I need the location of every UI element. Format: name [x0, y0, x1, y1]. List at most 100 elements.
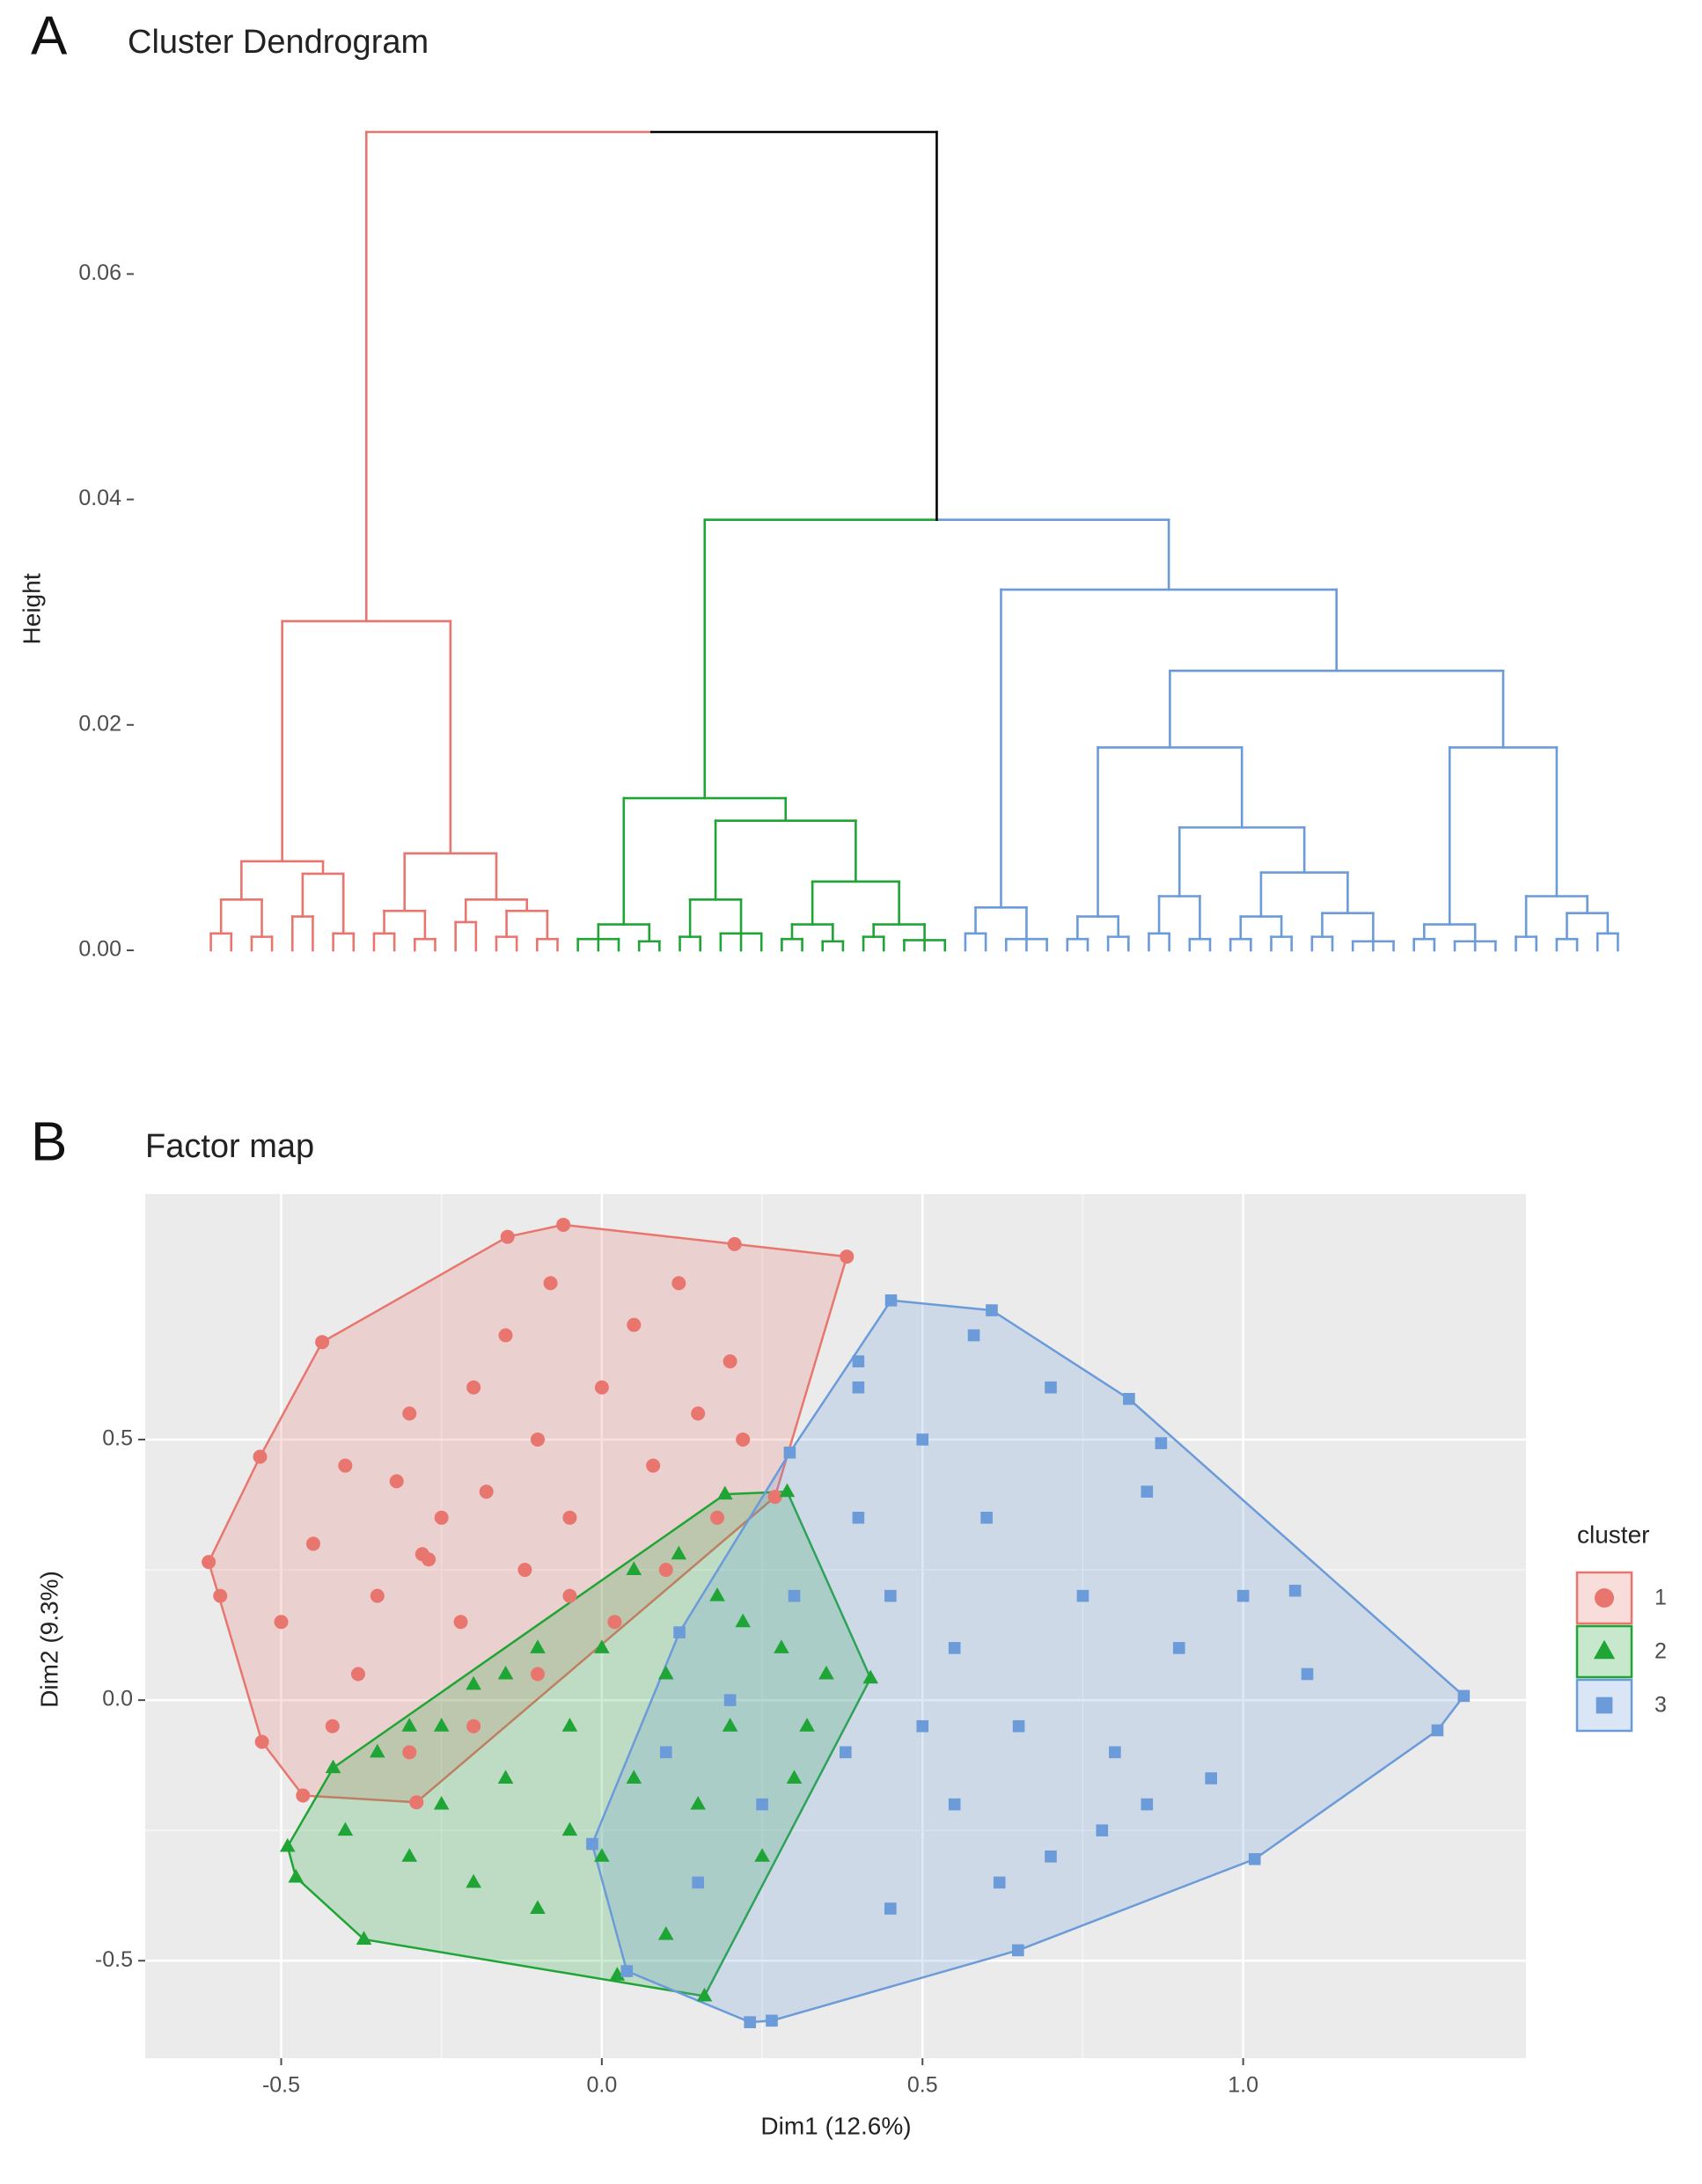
panel-label: B	[31, 1111, 67, 1172]
point	[402, 1745, 417, 1760]
point	[657, 1926, 674, 1940]
point	[402, 1406, 417, 1421]
point	[980, 1512, 993, 1524]
point	[723, 1354, 737, 1369]
point	[916, 1433, 929, 1446]
point	[1457, 1689, 1471, 1703]
panel-label: A	[31, 5, 68, 66]
point	[788, 1589, 801, 1602]
point	[1012, 1944, 1024, 1957]
legend-key	[1575, 1624, 1633, 1679]
point	[202, 1555, 216, 1570]
point	[530, 1900, 546, 1915]
point	[783, 1446, 796, 1459]
point	[626, 1561, 642, 1576]
point	[466, 1675, 481, 1690]
y-axis-title: Height	[18, 573, 45, 644]
point	[409, 1795, 424, 1810]
point	[466, 1380, 481, 1395]
point	[253, 1449, 268, 1464]
point	[530, 1639, 546, 1653]
point	[422, 1552, 437, 1567]
point	[986, 1304, 998, 1316]
point	[723, 1694, 737, 1706]
point	[840, 1250, 855, 1264]
point	[862, 1669, 879, 1684]
point	[967, 1329, 980, 1342]
legend-title: cluster	[1577, 1521, 1649, 1548]
x-tick-label: 0.0	[586, 2073, 617, 2098]
point	[852, 1512, 865, 1524]
point	[288, 1868, 304, 1883]
point	[659, 1746, 672, 1759]
point	[453, 1615, 468, 1630]
point	[530, 1667, 545, 1682]
point	[735, 1613, 751, 1628]
point	[722, 1718, 738, 1732]
point	[479, 1484, 494, 1499]
point	[1109, 1746, 1121, 1759]
point	[337, 1821, 354, 1836]
plot-background	[145, 1194, 1526, 2058]
point	[852, 1355, 865, 1367]
point	[594, 1380, 609, 1395]
point	[766, 2014, 778, 2027]
point	[517, 1563, 532, 1578]
x-axis-title: Dim1 (12.6%)	[760, 2112, 911, 2139]
point	[673, 1626, 686, 1638]
point	[916, 1719, 929, 1733]
point	[709, 1587, 725, 1601]
point	[497, 1770, 514, 1784]
point	[696, 1987, 713, 2002]
point	[561, 1718, 578, 1732]
point	[543, 1276, 558, 1291]
point	[779, 1483, 796, 1498]
point	[620, 1965, 634, 1977]
chart-title: Factor map	[145, 1128, 314, 1165]
point	[818, 1665, 834, 1680]
point	[279, 1837, 296, 1852]
point	[1045, 1381, 1057, 1394]
point	[556, 1217, 571, 1232]
point	[401, 1848, 418, 1862]
x-tick-label: -0.5	[262, 2073, 300, 2098]
point	[433, 1718, 450, 1732]
point	[1076, 1589, 1089, 1602]
point	[562, 1510, 577, 1525]
point	[274, 1615, 289, 1630]
y-tick-label: 0.0	[102, 1687, 133, 1711]
legend-symbol	[1593, 1639, 1616, 1660]
point	[1288, 1584, 1302, 1597]
point	[433, 1795, 450, 1810]
point	[466, 1873, 481, 1888]
point	[756, 1798, 768, 1811]
point	[626, 1770, 642, 1784]
point	[401, 1718, 418, 1732]
point	[948, 1642, 961, 1654]
legend-symbol	[1596, 1697, 1613, 1714]
point	[691, 1406, 706, 1421]
point	[607, 1615, 622, 1630]
point	[1141, 1798, 1154, 1811]
point	[338, 1458, 353, 1473]
point	[671, 1545, 687, 1560]
y-tick-label: 0.5	[102, 1426, 133, 1451]
y-axis-title: Dim2 (9.3%)	[35, 1571, 62, 1708]
point	[671, 1276, 686, 1291]
y-tick-label: 0.00	[78, 937, 121, 962]
point	[884, 1902, 897, 1915]
point	[434, 1510, 449, 1525]
point	[213, 1588, 228, 1603]
point	[1045, 1850, 1057, 1863]
point	[1205, 1772, 1217, 1785]
point	[350, 1667, 365, 1682]
point	[296, 1788, 311, 1803]
point	[325, 1759, 341, 1774]
point	[774, 1639, 789, 1653]
point	[370, 1588, 385, 1603]
point	[594, 1639, 610, 1653]
point	[884, 1294, 898, 1307]
point	[1096, 1824, 1109, 1836]
point	[500, 1229, 515, 1244]
